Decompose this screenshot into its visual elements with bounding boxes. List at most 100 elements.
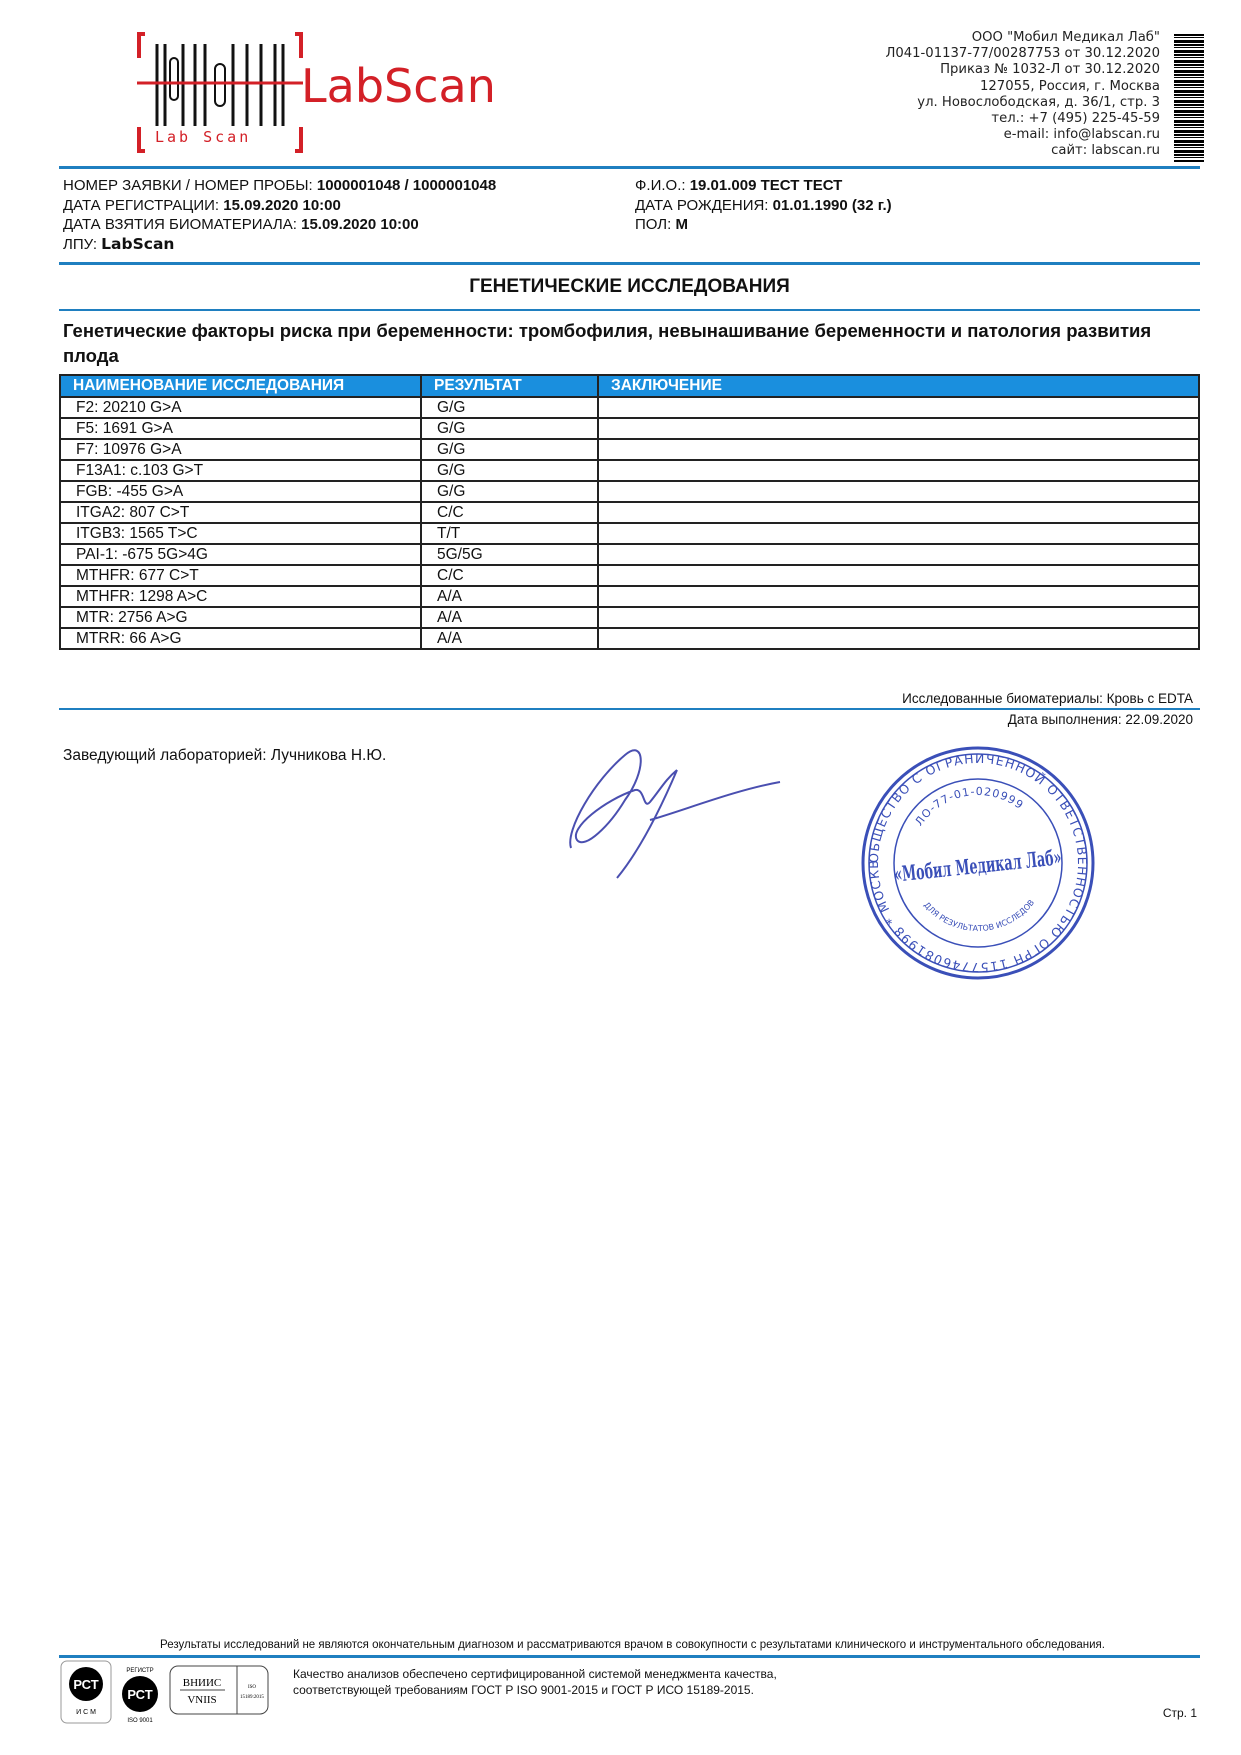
svg-text:VNIIS: VNIIS: [187, 1694, 216, 1706]
disclaimer: Результаты исследований не являются окон…: [160, 1639, 1105, 1651]
sex-label: ПОЛ:: [635, 216, 672, 233]
col-header-result: РЕЗУЛЬТАТ: [420, 374, 599, 398]
svg-text:РЕГИСТР: РЕГИСТР: [126, 1668, 153, 1674]
organization-details: ООО "Мобил Медикал Лаб" Л041-01137-77/00…: [885, 30, 1160, 160]
org-line: тел.: +7 (495) 225-45-59: [991, 111, 1160, 127]
quality-line: Качество анализов обеспечено сертифициро…: [293, 1667, 777, 1681]
quality-statement: Качество анализов обеспечено сертифициро…: [293, 1666, 777, 1698]
rst-register-badge-icon: [122, 1676, 158, 1712]
cell-conclusion: [597, 606, 1200, 629]
lpu-label: ЛПУ:: [63, 235, 97, 253]
table-row: F5: 1691 G>A G/G: [59, 417, 1200, 440]
table-row: MTR: 2756 A>G A/A: [59, 606, 1200, 629]
table-row: F2: 20210 G>A G/G: [59, 396, 1200, 419]
table-row: MTHFR: 677 C>T C/C: [59, 564, 1200, 587]
cell-result: A/A: [420, 627, 599, 650]
col-header-conclusion: ЗАКЛЮЧЕНИЕ: [597, 374, 1200, 398]
company-stamp: ОБЩЕСТВО С ОГРАНИЧЕННОЙ ОТВЕТСТВЕННОСТЬЮ…: [855, 733, 1096, 986]
cell-conclusion: [597, 585, 1200, 608]
order-info: НОМЕР ЗАЯВКИ / НОМЕР ПРОБЫ: 1000001048 /…: [63, 176, 496, 254]
table-header-row: НАИМЕНОВАНИЕ ИССЛЕДОВАНИЯ РЕЗУЛЬТАТ ЗАКЛ…: [59, 374, 1200, 398]
divider: [59, 166, 1200, 169]
cell-result: A/A: [420, 606, 599, 629]
divider: [59, 1655, 1200, 1658]
cell-test-name: F7: 10976 G>A: [59, 438, 422, 461]
certification-badges: РСТ И С М РСТ РЕГИСТР ISO 9001 ВНИИС VNI…: [60, 1660, 272, 1731]
quality-line: соответствующей требованиям ГОСТ Р ISO 9…: [293, 1683, 754, 1697]
cell-conclusion: [597, 564, 1200, 587]
rst-register-badge-text: РСТ: [127, 1687, 152, 1702]
barcode: [1174, 34, 1204, 162]
org-line: Приказ № 1032-Л от 30.12.2020: [940, 62, 1160, 78]
sample-label: ДАТА ВЗЯТИЯ БИОМАТЕРИАЛА:: [63, 216, 297, 233]
order-value: 1000001048 / 1000001048: [316, 177, 497, 194]
table-row: F13A1: c.103 G>T G/G: [59, 459, 1200, 482]
cell-test-name: ITGA2: 807 C>T: [59, 501, 422, 524]
logo-text: LabScan: [301, 59, 496, 113]
results-table: НАИМЕНОВАНИЕ ИССЛЕДОВАНИЯ РЕЗУЛЬТАТ ЗАКЛ…: [59, 374, 1200, 650]
table-row: ITGB3: 1565 T>C T/T: [59, 522, 1200, 545]
divider: [59, 309, 1200, 311]
svg-text:15189:2015: 15189:2015: [240, 1695, 264, 1700]
table-row: FGB: -455 G>A G/G: [59, 480, 1200, 503]
cell-test-name: ITGB3: 1565 T>C: [59, 522, 422, 545]
rst-badge-text: РСТ: [73, 1677, 98, 1692]
cell-result: G/G: [420, 396, 599, 419]
stamp-center-text: «Мобил Медикал Лаб»: [893, 844, 1063, 886]
table-row: F7: 10976 G>A G/G: [59, 438, 1200, 461]
cell-conclusion: [597, 522, 1200, 545]
svg-text:И С М: И С М: [76, 1709, 96, 1716]
cell-result: 5G/5G: [420, 543, 599, 566]
cell-conclusion: [597, 417, 1200, 440]
cell-test-name: F2: 20210 G>A: [59, 396, 422, 419]
cell-conclusion: [597, 480, 1200, 503]
cell-test-name: MTHFR: 677 C>T: [59, 564, 422, 587]
cell-test-name: F5: 1691 G>A: [59, 417, 422, 440]
table-row: ITGA2: 807 C>T C/C: [59, 501, 1200, 524]
table-row: MTHFR: 1298 A>C A/A: [59, 585, 1200, 608]
table-row: MTRR: 66 A>G A/A: [59, 627, 1200, 650]
stamp-license: ЛО-77-01-020999: [912, 785, 1025, 828]
logo-subtext: Lab Scan: [155, 128, 251, 146]
order-label: НОМЕР ЗАЯВКИ / НОМЕР ПРОБЫ:: [63, 177, 313, 194]
org-line: ул. Новослободская, д. 36/1, стр. 3: [917, 94, 1160, 110]
head-of-lab: Заведующий лабораторией: Лучникова Н.Ю.: [63, 747, 387, 764]
completion-date: Дата выполнения: 22.09.2020: [1007, 712, 1193, 727]
divider: [59, 262, 1200, 265]
org-line: ООО "Мобил Медикал Лаб": [971, 30, 1160, 45]
table-row: PAI-1: -675 5G>4G 5G/5G: [59, 543, 1200, 566]
cell-test-name: MTRR: 66 A>G: [59, 627, 422, 650]
cell-test-name: F13A1: c.103 G>T: [59, 459, 422, 482]
reg-value: 15.09.2020 10:00: [223, 196, 341, 214]
biomaterial-note: Исследованные биоматериалы: Кровь с EDTA: [902, 691, 1193, 706]
org-line: e-mail: info@labscan.ru: [1003, 127, 1160, 143]
svg-text:ВНИИС: ВНИИС: [183, 1677, 222, 1689]
name-value: 19.01.009 ТЕСТ ТЕСТ: [689, 177, 843, 194]
svg-text:ЛО-77-01-020999: ЛО-77-01-020999: [912, 785, 1026, 828]
name-label: Ф.И.О.:: [635, 177, 686, 194]
cell-conclusion: [597, 396, 1200, 419]
cell-result: C/C: [420, 501, 599, 524]
org-line: 127055, Россия, г. Москва: [980, 78, 1160, 94]
dob-label: ДАТА РОЖДЕНИЯ:: [635, 196, 769, 214]
patient-info: Ф.И.О.: 19.01.009 ТЕСТ ТЕСТ ДАТА РОЖДЕНИ…: [635, 176, 892, 235]
svg-text:ISO 9001: ISO 9001: [127, 1718, 153, 1724]
cell-result: T/T: [420, 522, 599, 545]
cell-result: C/C: [420, 564, 599, 587]
cell-result: G/G: [420, 438, 599, 461]
cell-result: A/A: [420, 585, 599, 608]
cell-conclusion: [597, 543, 1200, 566]
sex-value: М: [675, 216, 688, 233]
cell-result: G/G: [420, 459, 599, 482]
divider: [59, 708, 1200, 710]
reg-label: ДАТА РЕГИСТРАЦИИ:: [63, 196, 220, 214]
dob-value: 01.01.1990 (32 г.): [772, 196, 892, 214]
sample-value: 15.09.2020 10:00: [301, 216, 419, 233]
cell-conclusion: [597, 459, 1200, 482]
cell-test-name: MTR: 2756 A>G: [59, 606, 422, 629]
cell-result: G/G: [420, 480, 599, 503]
signature: [565, 740, 795, 890]
lpu-value: LabScan: [101, 234, 175, 253]
rst-badge-icon: [69, 1667, 103, 1701]
org-line: сайт: labscan.ru: [1051, 143, 1160, 159]
